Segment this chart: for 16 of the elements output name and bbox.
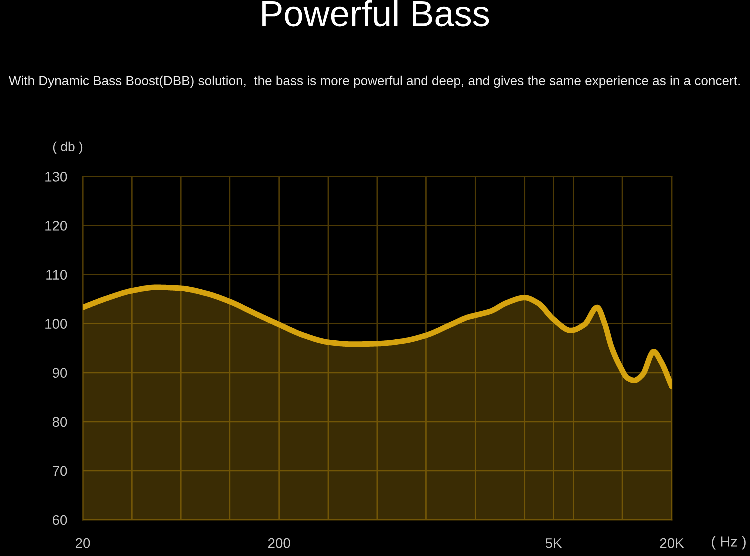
x-tick-label: 20K [660,538,684,548]
y-tick-label: 110 [46,270,68,280]
y-axis-title: ( db ) [53,142,83,154]
x-tick-label: 20 [76,538,90,548]
y-tick-label: 100 [46,319,68,329]
x-tick-label: 5K [546,538,562,548]
y-tick-label: 80 [52,417,68,428]
chart-title: Powerful Bass [262,0,490,27]
x-tick-label: 200 [268,538,290,548]
y-tick-label: 120 [46,221,68,231]
y-tick-label: 60 [52,515,68,526]
x-axis-title: ( Hz ) [712,536,746,550]
y-tick-label: 130 [46,172,68,182]
y-tick-label: 70 [52,466,68,476]
chart-subtitle: With Dynamic Bass Boost(DBB) solution, the bass is more powerful and deep, and gives the same experience as in a concert. [8,76,740,88]
y-tick-label: 90 [52,368,68,378]
